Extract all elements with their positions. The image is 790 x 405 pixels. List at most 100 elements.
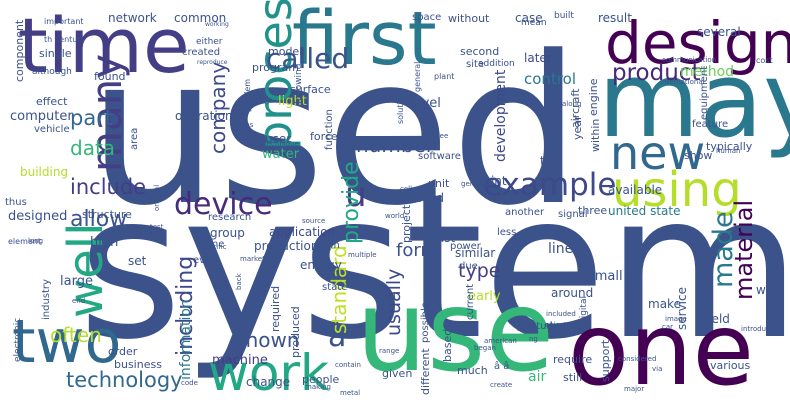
- word-component: component: [13, 19, 26, 82]
- word-often: often: [50, 323, 102, 347]
- word-unit: unit: [428, 177, 450, 190]
- word-use: use: [356, 267, 555, 397]
- word-time: time: [18, 1, 190, 90]
- word-space: space: [412, 12, 442, 23]
- word-tool: tool: [540, 154, 563, 168]
- word-technique: technique: [264, 140, 299, 148]
- word-line: line: [548, 241, 574, 257]
- word-along: along: [562, 100, 582, 108]
- word-set: set: [128, 254, 147, 268]
- word-allow: allow: [70, 207, 128, 232]
- word-human: human: [716, 147, 741, 155]
- word-group: group: [210, 226, 245, 240]
- word-project: project: [400, 204, 413, 243]
- word-working: working: [205, 21, 229, 28]
- word-known: known: [234, 328, 300, 352]
- word-typically: typically: [706, 140, 753, 153]
- word-making: making: [305, 383, 331, 391]
- word-type: type: [458, 260, 501, 282]
- word-via: via: [652, 365, 663, 373]
- word-work: work: [208, 344, 329, 402]
- word-business: business: [114, 358, 162, 371]
- word-term: term: [316, 240, 340, 251]
- word-even: even: [193, 255, 218, 266]
- word-support: support: [599, 339, 612, 382]
- word-series: series: [534, 272, 564, 283]
- word-machine: machine: [212, 353, 268, 368]
- word-similar: similar: [455, 246, 496, 260]
- word-addition: addition: [478, 59, 515, 69]
- word-developed: developed: [623, 278, 636, 336]
- word-using: using: [612, 162, 742, 218]
- word-technology: technology: [66, 368, 183, 392]
- word-u: u: [345, 175, 367, 215]
- word-single: single: [39, 47, 72, 60]
- word-designed: designed: [8, 209, 68, 224]
- word-software: software: [418, 151, 461, 162]
- word-field: field: [704, 312, 730, 326]
- word-require: require: [553, 353, 593, 366]
- word-method: method: [680, 64, 735, 80]
- word-see: see: [436, 132, 449, 140]
- word-following: following: [294, 63, 304, 104]
- word-operation: operation: [175, 109, 233, 123]
- word-order: order: [108, 345, 138, 358]
- word-general: general: [413, 61, 422, 92]
- word-common: common: [174, 11, 227, 25]
- word-back: back: [235, 273, 243, 290]
- word-water: water: [262, 147, 300, 162]
- word-cell: cell: [400, 185, 413, 193]
- word-used: used: [88, 13, 581, 251]
- word-application: application: [269, 225, 336, 239]
- word-much: much: [457, 364, 488, 377]
- word-specific: specific: [200, 243, 227, 251]
- word-research: research: [208, 212, 252, 223]
- word-international: international: [660, 78, 705, 86]
- word-effect: effect: [36, 95, 68, 108]
- word-major: major: [624, 385, 645, 393]
- word-thus: thus: [5, 197, 27, 208]
- word-various: various: [710, 359, 751, 372]
- word-model: model: [268, 45, 303, 58]
- word-signal: signal: [558, 209, 588, 220]
- word-surface: surface: [290, 83, 331, 96]
- word-modern: modern: [270, 234, 278, 262]
- word-create: create: [490, 381, 513, 389]
- word-united-state: united state: [608, 204, 681, 218]
- word-communication: communication: [662, 56, 717, 64]
- word-high: high: [90, 235, 119, 250]
- word-th-century: th century: [44, 35, 86, 44]
- word-introduced: introduced: [741, 325, 779, 333]
- word-computer: computer: [10, 109, 73, 124]
- word-either: either: [196, 37, 223, 47]
- word-called: called: [266, 42, 350, 75]
- word-due: due: [459, 261, 478, 272]
- word-car: car: [662, 323, 674, 331]
- word-digital: digital: [579, 296, 589, 324]
- word-system: system: [78, 151, 790, 384]
- word-force: force: [310, 130, 338, 143]
- word-must: must: [425, 231, 456, 245]
- word-possible: possible: [420, 302, 431, 343]
- word-form: form: [396, 240, 438, 261]
- word-function: function: [324, 109, 335, 150]
- word-building: building: [20, 165, 69, 179]
- word-engine: engine: [587, 78, 600, 116]
- word-reproduce: reproduce: [197, 59, 228, 66]
- word-source: source: [302, 217, 326, 225]
- word-energy: energy: [300, 258, 342, 272]
- word-development: development: [493, 69, 509, 162]
- word-american: american: [484, 337, 517, 345]
- word-example: example: [483, 167, 617, 203]
- word-power: power: [450, 241, 481, 252]
- word-available: available: [608, 183, 663, 197]
- word-air: air: [528, 369, 547, 385]
- word-found: found: [94, 70, 126, 83]
- word-cost: cost: [756, 56, 773, 65]
- word-device: device: [174, 187, 273, 222]
- word-three: three: [578, 204, 608, 217]
- word-problem: problem: [243, 78, 252, 112]
- word-around: around: [551, 286, 594, 300]
- word-ng: ng: [529, 335, 538, 343]
